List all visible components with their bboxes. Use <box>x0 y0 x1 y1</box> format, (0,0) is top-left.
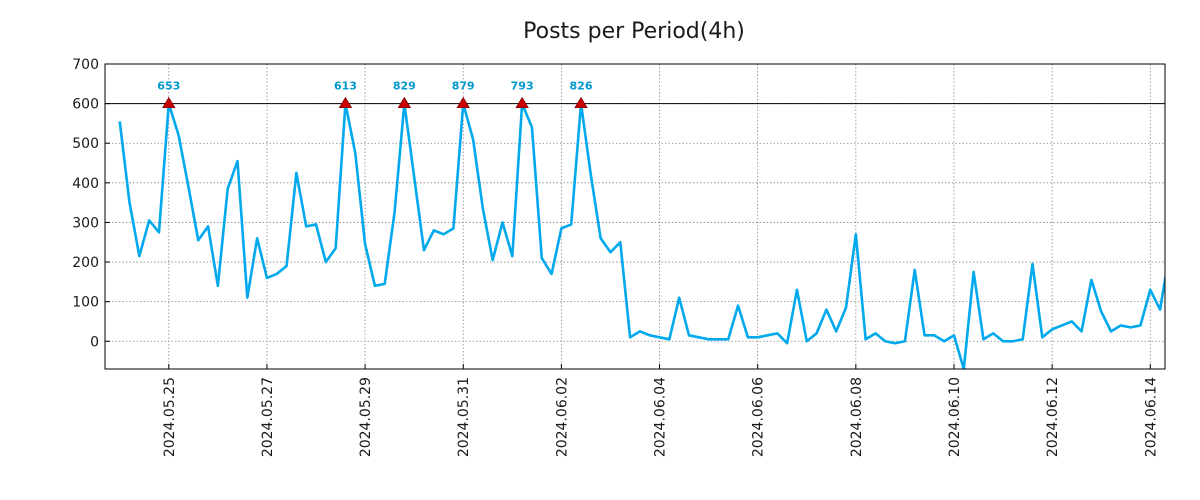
x-tick-label: 2024.05.27 <box>260 377 276 457</box>
peak-label: 653 <box>157 80 180 93</box>
x-tick-label: 2024.06.14 <box>1143 377 1159 457</box>
y-axis: 0 100 200 300 400 500 600 700 <box>72 57 110 350</box>
peaks-group: 653 613 829 879 793 826 <box>157 80 593 109</box>
peak-marker <box>515 96 529 109</box>
x-tick-label: 2024.05.29 <box>358 377 374 457</box>
y-tick-label: 400 <box>72 176 99 192</box>
y-tick-label: 200 <box>72 255 99 271</box>
peak-marker <box>456 96 470 109</box>
peak-label: 829 <box>393 80 416 93</box>
peak-label: 826 <box>570 80 593 93</box>
x-tick-label: 2024.06.06 <box>751 377 767 457</box>
x-tick-label: 2024.06.10 <box>947 377 963 457</box>
y-tick-label: 600 <box>72 97 99 113</box>
y-tick-label: 100 <box>72 295 99 311</box>
y-tick-label: 0 <box>90 334 99 350</box>
series-line-posts <box>118 102 1165 369</box>
peak-marker <box>338 96 353 109</box>
peak-label: 793 <box>511 80 534 93</box>
grid <box>105 63 1165 369</box>
peak-label: 879 <box>452 80 475 93</box>
y-tick-label: 300 <box>72 215 99 231</box>
x-tick-label: 2024.06.04 <box>653 377 669 457</box>
chart-title: Posts per Period(4h) <box>523 19 745 44</box>
x-tick-label: 2024.05.25 <box>162 377 178 457</box>
x-axis: 2024.05.25 2024.05.27 2024.05.29 2024.05.31… <box>162 364 1159 457</box>
x-tick-label: 2024.06.12 <box>1045 377 1061 457</box>
peak-marker <box>162 96 176 109</box>
x-tick-label: 2024.05.31 <box>456 377 472 457</box>
x-tick-label: 2024.06.08 <box>849 377 865 457</box>
y-tick-label: 500 <box>72 136 99 152</box>
x-tick-label: 2024.06.02 <box>554 377 570 457</box>
plot-frame <box>104 63 1166 370</box>
y-tick-label: 700 <box>72 57 99 73</box>
peak-marker <box>574 96 588 109</box>
peak-marker <box>397 96 412 109</box>
series-group <box>118 102 1165 369</box>
peak-label: 613 <box>334 80 357 93</box>
